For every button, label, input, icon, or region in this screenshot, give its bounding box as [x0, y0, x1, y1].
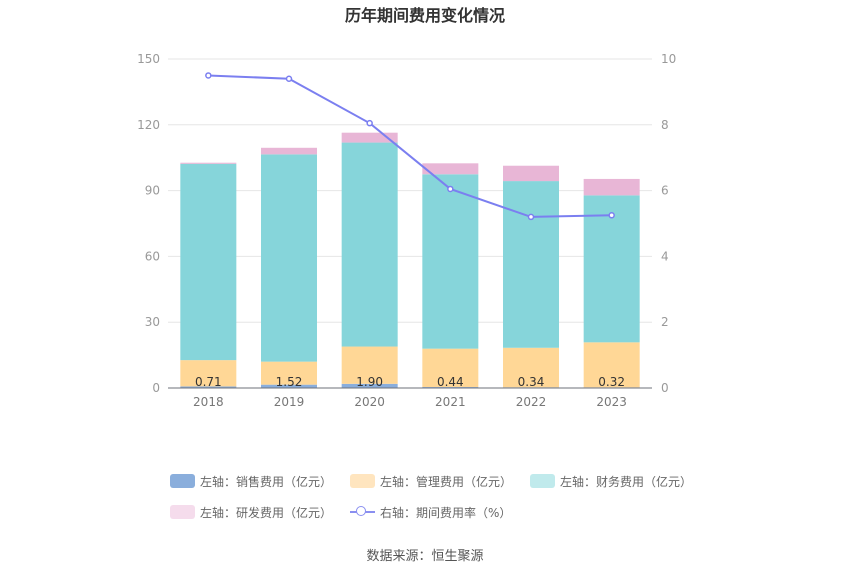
right-axis-tick-label: 4: [661, 249, 669, 263]
bars: [180, 132, 640, 388]
legend-swatch-rnd: [170, 505, 195, 519]
legend-item-finance[interactable]: 左轴：财务费用（亿元）: [530, 472, 692, 490]
bar-rnd-2018: [180, 162, 237, 164]
data-label-sales: 1.90: [356, 375, 383, 389]
rate-line-series: [205, 72, 615, 221]
bar-admin-2022: [503, 347, 559, 388]
bar-finance-2019: [261, 154, 317, 362]
bar-admin-2023: [583, 342, 640, 388]
legend-item-rnd[interactable]: 左轴：研发费用（亿元）: [170, 503, 332, 521]
left-axis-tick-label: 90: [145, 184, 160, 198]
rate-point-2022: [527, 213, 535, 221]
x-axis-ticks: 2018 2019 2020 2021 2022 2023: [193, 395, 627, 409]
bar-rnd-2023: [583, 178, 640, 196]
x-axis-tick-label: 2018: [193, 395, 224, 409]
left-axis-tick-label: 0: [152, 381, 160, 395]
legend-label-admin: 左轴：管理费用（亿元）: [380, 474, 513, 489]
left-axis-tick-label: 60: [145, 249, 160, 263]
bar-finance-2023: [583, 195, 640, 343]
legend-item-rate[interactable]: 右轴：期间费用率（%）: [350, 503, 511, 521]
data-label-sales: 0.34: [518, 375, 545, 389]
rate-point-2020: [366, 119, 373, 127]
legend-label-sales: 左轴：销售费用（亿元）: [200, 474, 333, 489]
legend-row-1: 左轴：销售费用（亿元） 左轴：管理费用（亿元） 左轴：财务费用（亿元）: [170, 472, 710, 490]
bar-rnd-2021: [422, 163, 479, 175]
gridlines: [168, 58, 652, 323]
bar-finance-2020: [341, 142, 398, 347]
right-axis-tick-label: 10: [661, 52, 676, 66]
x-axis-tick-label: 2023: [596, 395, 627, 409]
bar-finance-2022: [503, 181, 559, 348]
bar-admin-2021: [422, 348, 479, 388]
rate-point-2018: [205, 72, 212, 79]
legend-label-rnd: 左轴：研发费用（亿元）: [200, 505, 333, 520]
legend-row-2: 左轴：研发费用（亿元） 右轴：期间费用率（%）: [170, 503, 710, 521]
right-axis-ticks: 0 2 4 6 8 10: [661, 52, 676, 395]
rate-point-2023: [608, 212, 615, 219]
x-axis-tick-label: 2019: [274, 395, 305, 409]
right-axis-tick-label: 8: [661, 118, 669, 132]
legend-item-admin[interactable]: 左轴：管理费用（亿元）: [350, 472, 512, 490]
x-axis-tick-label: 2020: [354, 395, 385, 409]
data-label-sales: 0.44: [437, 375, 464, 389]
left-axis-tick-label: 120: [137, 118, 160, 132]
data-label-sales: 0.71: [195, 375, 222, 389]
left-axis-tick-label: 150: [137, 52, 160, 66]
right-axis-tick-label: 0: [661, 381, 669, 395]
bar-rnd-2020: [341, 132, 398, 143]
data-label-sales: 0.32: [598, 375, 625, 389]
right-axis-tick-label: 6: [661, 184, 669, 198]
left-axis-tick-label: 30: [145, 315, 160, 329]
bar-admin-2019: [261, 361, 317, 385]
legend-line-marker-icon: [350, 505, 376, 519]
data-label-sales: 1.52: [276, 375, 303, 389]
bar-rnd-2019: [261, 147, 317, 155]
bar-admin-2018: [180, 360, 237, 387]
x-axis-tick-label: 2021: [435, 395, 466, 409]
legend-swatch-sales: [170, 474, 195, 488]
rate-line-path: [208, 74, 612, 218]
legend-label-rate: 右轴：期间费用率（%）: [380, 505, 512, 520]
bar-admin-2020: [341, 346, 398, 384]
left-axis-ticks: 0 30 60 90 120 150: [137, 52, 160, 395]
bar-finance-2018: [180, 163, 237, 361]
data-labels: 0.71 1.52 1.90 0.44 0.34 0.32: [195, 375, 625, 389]
legend-label-finance: 左轴：财务费用（亿元）: [560, 474, 693, 489]
rate-point-2019: [285, 75, 293, 82]
x-axis-tick-label: 2022: [516, 395, 547, 409]
legend: 左轴：销售费用（亿元） 左轴：管理费用（亿元） 左轴：财务费用（亿元） 左轴：研…: [170, 472, 710, 534]
rate-point-2021: [447, 185, 454, 193]
legend-item-sales[interactable]: 左轴：销售费用（亿元）: [170, 472, 332, 490]
bar-sales-2020: [341, 383, 398, 388]
legend-swatch-admin: [350, 474, 376, 488]
bar-sales-2019: [261, 384, 317, 388]
bar-finance-2021: [422, 174, 479, 349]
right-axis-tick-label: 2: [661, 315, 669, 329]
source-note: 数据来源：恒生聚源: [366, 549, 484, 564]
chart-title: 历年期间费用变化情况: [344, 6, 505, 25]
bar-rnd-2022: [503, 165, 559, 182]
bar-sales-2018: [180, 386, 237, 388]
legend-swatch-finance: [530, 474, 556, 488]
